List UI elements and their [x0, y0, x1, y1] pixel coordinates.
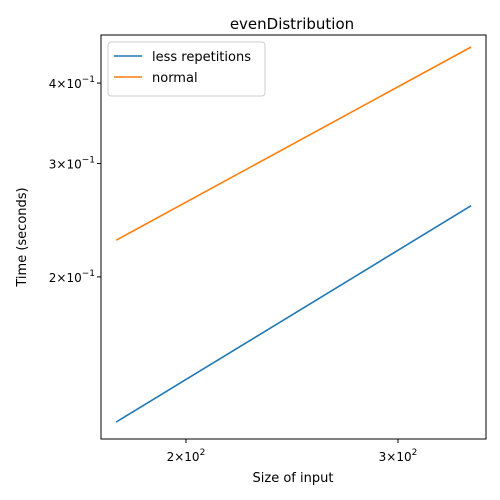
x-axis-ticks: 2×102 3×102 [167, 439, 418, 464]
x-tick-label: 2×102 [167, 448, 206, 464]
y-tick-label: 4×10−1 [49, 75, 95, 91]
series-line-2 [115, 46, 472, 241]
legend-box [107, 41, 266, 97]
legend-label: normal [152, 71, 198, 86]
series-line-1 [115, 205, 472, 423]
legend-label: less repetitions [152, 50, 251, 65]
series-layer [115, 46, 472, 423]
x-tick-label: 3×102 [379, 448, 418, 464]
x-axis-label: Size of input [253, 471, 334, 486]
y-tick-label: 2×10−1 [49, 269, 95, 285]
y-axis-label: Time (seconds) [15, 187, 30, 287]
y-tick-label: 3×10−1 [49, 155, 95, 171]
legend: less repetitions normal [107, 41, 266, 97]
plot-frame [100, 34, 487, 440]
chart-title: evenDistribution [230, 15, 354, 33]
y-axis-ticks: 2×10−1 3×10−1 4×10−1 [49, 75, 101, 285]
